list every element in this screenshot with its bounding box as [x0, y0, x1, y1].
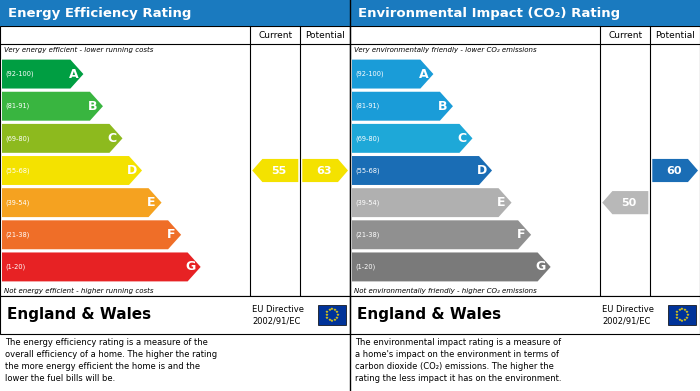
Text: (81-91): (81-91): [355, 103, 379, 109]
Polygon shape: [2, 188, 162, 217]
Text: ★: ★: [336, 313, 340, 317]
Text: Not energy efficient - higher running costs: Not energy efficient - higher running co…: [4, 288, 153, 294]
Text: ★: ★: [335, 310, 339, 314]
Text: The environmental impact rating is a measure of
a home's impact on the environme: The environmental impact rating is a mea…: [355, 338, 561, 384]
Text: C: C: [458, 132, 467, 145]
Text: 50: 50: [621, 197, 636, 208]
Text: G: G: [536, 260, 545, 273]
Text: Energy Efficiency Rating: Energy Efficiency Rating: [8, 7, 191, 20]
Text: (55-68): (55-68): [355, 167, 379, 174]
Polygon shape: [652, 159, 698, 182]
Polygon shape: [302, 159, 348, 182]
Text: E: E: [147, 196, 155, 209]
Polygon shape: [2, 220, 181, 249]
Bar: [668, 305, 696, 325]
Text: (81-91): (81-91): [5, 103, 29, 109]
Text: E: E: [497, 196, 505, 209]
Polygon shape: [2, 253, 201, 282]
Text: ★: ★: [685, 316, 689, 320]
Polygon shape: [2, 92, 103, 121]
Text: (1-20): (1-20): [5, 264, 25, 270]
Bar: [318, 305, 346, 325]
Text: ★: ★: [680, 307, 684, 311]
Text: EU Directive
2002/91/EC: EU Directive 2002/91/EC: [252, 305, 304, 325]
Text: Potential: Potential: [655, 30, 695, 39]
Text: England & Wales: England & Wales: [7, 307, 151, 323]
Text: ★: ★: [333, 318, 337, 322]
Bar: [350, 0, 700, 26]
Text: ★: ★: [333, 308, 337, 312]
Text: (1-20): (1-20): [355, 264, 375, 270]
Text: England & Wales: England & Wales: [357, 307, 501, 323]
Text: The energy efficiency rating is a measure of the
overall efficiency of a home. T: The energy efficiency rating is a measur…: [5, 338, 217, 384]
Polygon shape: [2, 59, 83, 88]
Polygon shape: [602, 191, 648, 214]
Polygon shape: [352, 220, 531, 249]
Text: ★: ★: [326, 316, 329, 320]
Text: ★: ★: [680, 319, 684, 323]
Text: B: B: [438, 100, 447, 113]
Text: ★: ★: [686, 313, 690, 317]
Text: F: F: [167, 228, 175, 241]
Text: (69-80): (69-80): [5, 135, 29, 142]
Text: G: G: [186, 260, 195, 273]
Polygon shape: [2, 124, 122, 153]
Polygon shape: [352, 59, 433, 88]
Text: EU Directive
2002/91/EC: EU Directive 2002/91/EC: [602, 305, 654, 325]
Text: Environmental Impact (CO₂) Rating: Environmental Impact (CO₂) Rating: [358, 7, 620, 20]
Text: ★: ★: [683, 308, 687, 312]
Text: A: A: [69, 68, 78, 81]
Text: Very energy efficient - lower running costs: Very energy efficient - lower running co…: [4, 47, 153, 53]
Text: Current: Current: [258, 30, 293, 39]
Text: 55: 55: [271, 165, 286, 176]
Text: B: B: [88, 100, 97, 113]
Text: ★: ★: [683, 318, 687, 322]
Text: ★: ★: [326, 310, 329, 314]
Text: (39-54): (39-54): [5, 199, 29, 206]
Polygon shape: [252, 159, 298, 182]
Text: F: F: [517, 228, 525, 241]
Text: ★: ★: [675, 313, 678, 317]
Polygon shape: [352, 92, 453, 121]
Text: ★: ★: [325, 313, 328, 317]
Text: (55-68): (55-68): [5, 167, 29, 174]
Text: ★: ★: [676, 310, 679, 314]
Polygon shape: [2, 156, 142, 185]
Text: 60: 60: [666, 165, 681, 176]
Polygon shape: [352, 188, 512, 217]
Text: ★: ★: [330, 307, 334, 311]
Text: (69-80): (69-80): [355, 135, 379, 142]
Text: Very environmentally friendly - lower CO₂ emissions: Very environmentally friendly - lower CO…: [354, 47, 537, 53]
Text: ★: ★: [676, 316, 679, 320]
Text: C: C: [108, 132, 117, 145]
Text: (92-100): (92-100): [355, 71, 384, 77]
Text: ★: ★: [678, 308, 681, 312]
Polygon shape: [352, 253, 551, 282]
Text: 63: 63: [316, 165, 331, 176]
Text: ★: ★: [328, 308, 331, 312]
Text: Potential: Potential: [305, 30, 345, 39]
Text: ★: ★: [335, 316, 339, 320]
Text: Not environmentally friendly - higher CO₂ emissions: Not environmentally friendly - higher CO…: [354, 288, 537, 294]
Bar: [350, 296, 700, 334]
Polygon shape: [352, 124, 473, 153]
Text: Current: Current: [608, 30, 643, 39]
Text: ★: ★: [678, 318, 681, 322]
Text: ★: ★: [685, 310, 689, 314]
Text: ★: ★: [330, 319, 334, 323]
Text: (92-100): (92-100): [5, 71, 34, 77]
Text: (21-38): (21-38): [5, 231, 29, 238]
Text: D: D: [127, 164, 137, 177]
Bar: [0, 0, 350, 26]
Bar: [350, 26, 700, 296]
Bar: [0, 26, 350, 296]
Text: (39-54): (39-54): [355, 199, 379, 206]
Bar: [0, 296, 350, 334]
Text: D: D: [477, 164, 487, 177]
Polygon shape: [352, 156, 492, 185]
Text: ★: ★: [328, 318, 331, 322]
Text: (21-38): (21-38): [355, 231, 379, 238]
Text: A: A: [419, 68, 428, 81]
